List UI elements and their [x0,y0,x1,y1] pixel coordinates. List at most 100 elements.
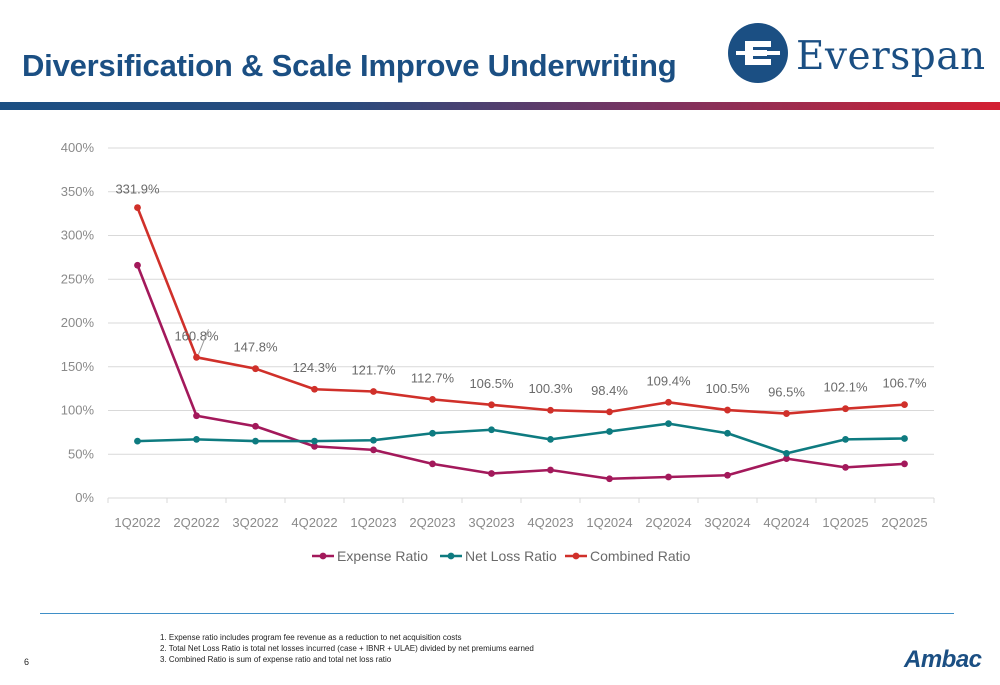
combined-ratio-data-label: 112.7% [411,370,455,385]
y-tick-label: 250% [61,271,95,286]
y-tick-label: 400% [61,140,95,155]
combined-ratio-point [429,395,436,403]
net-loss-ratio-legend-marker [447,552,455,560]
combined-ratio-data-label: 106.5% [469,376,514,391]
x-tick-label: 4Q2023 [527,515,573,530]
combined-ratio-point [193,353,200,361]
combined-ratio-data-label: 98.4% [591,383,628,398]
x-tick-label: 1Q2025 [822,515,868,530]
combined-ratio-legend-label: Combined Ratio [590,548,691,564]
page-number: 6 [24,657,30,667]
net-loss-ratio-point [606,428,613,435]
combined-ratio-data-label: 331.9% [115,182,160,197]
combined-ratio-point [842,405,849,413]
expense-ratio-legend-marker [319,552,327,560]
net-loss-ratio-legend-label: Net Loss Ratio [465,548,557,564]
combined-ratio-point [724,406,731,414]
x-tick-label: 3Q2024 [704,515,750,530]
net-loss-ratio-line [137,422,905,455]
expense-ratio-point [724,471,731,479]
x-tick-label: 4Q2022 [291,515,337,530]
combined-ratio-point [606,408,613,416]
net-loss-ratio-point [842,435,849,443]
expense-ratio-point [370,446,377,454]
expense-ratio-point [429,460,436,468]
combined-ratio-point [901,401,908,409]
combined-ratio-data-label: 102.1% [823,380,868,395]
combined-ratio-point [252,365,259,373]
net-loss-ratio-point [547,435,554,443]
expense-ratio-legend-label: Expense Ratio [337,548,428,564]
expense-ratio-point [665,473,672,481]
combined-ratio-point [547,406,554,414]
footnotes: 1. Expense ratio includes program fee re… [160,632,534,665]
expense-ratio-point [193,412,200,420]
net-loss-ratio-point [252,437,259,445]
y-tick-label: 100% [61,403,95,418]
y-tick-label: 200% [61,315,95,330]
combined-ratio-point [370,388,377,395]
combined-ratio-legend-marker [572,552,580,560]
net-loss-ratio-point [901,435,908,442]
expense-ratio-point [547,466,554,474]
combined-ratio-data-label: 109.4% [646,373,691,388]
y-tick-label: 350% [61,184,95,199]
y-tick-label: 300% [61,228,95,243]
x-tick-label: 2Q2025 [881,515,927,530]
combined-ratio-data-label: 100.5% [705,381,750,396]
expense-ratio-point [488,470,495,477]
expense-ratio-point [134,261,141,269]
expense-ratio-point [842,463,849,471]
expense-ratio-point [783,455,790,463]
expense-ratio-point [606,475,613,483]
net-loss-ratio-point [134,437,141,445]
net-loss-ratio-point [724,429,731,437]
x-tick-label: 2Q2023 [409,515,455,530]
combined-ratio-point [134,204,141,211]
footnote-3: 3. Combined Ratio is sum of expense rati… [160,655,392,664]
expense-ratio-point [252,422,259,430]
y-tick-label: 0% [75,490,94,505]
x-tick-label: 4Q2024 [763,515,809,530]
everspan-emblem-icon [728,23,788,83]
y-tick-label: 150% [61,359,95,374]
combined-ratio-data-label: 100.3% [528,381,573,396]
combined-ratio-point [311,385,318,393]
everspan-logo: Everspan [726,20,985,86]
x-tick-label: 1Q2024 [586,515,632,530]
expense-ratio-line [136,264,905,481]
combined-ratio-data-label: 124.3% [292,360,337,375]
combined-ratio-data-label: 147.8% [233,340,278,355]
x-tick-label: 2Q2024 [645,515,691,530]
ratio-line-chart: 0% 50% 100% 150% 200% 250% 300% 350% 400% 1Q2022 2… [61,140,935,564]
net-loss-ratio-point [370,436,377,444]
net-loss-ratio-point [193,435,200,443]
combined-ratio-line [136,207,905,415]
footer-divider [40,613,954,614]
combined-ratio-data-label: 121.7% [351,363,396,378]
combined-ratio-data-label: 96.5% [768,385,805,400]
footnote-2: 2. Total Net Loss Ratio is total net los… [160,644,534,653]
brand-gradient-bar [0,102,1000,110]
expense-ratio-point [901,460,908,468]
everspan-wordmark: Everspan [796,34,986,79]
x-tick-label: 2Q2022 [173,515,219,530]
expense-ratio-point [311,442,318,450]
footnote-1: 1. Expense ratio includes program fee re… [160,633,462,642]
x-tick-label: 3Q2022 [232,515,278,530]
net-loss-ratio-point [783,449,790,457]
x-tick-label: 1Q2023 [350,515,396,530]
x-tick-label: 3Q2023 [468,515,514,530]
combined-ratio-data-label: 106.7% [882,376,927,391]
combined-ratio-data-label: 160.8% [174,328,219,343]
y-tick-label: 50% [68,446,94,461]
net-loss-ratio-point [311,437,318,445]
net-loss-ratio-point [488,426,495,434]
net-loss-ratio-point [429,429,436,437]
page-title: Diversification & Scale Improve Underwri… [22,48,677,83]
x-tick-label: 1Q2022 [114,515,160,530]
combined-ratio-point [783,410,790,417]
combined-ratio-point [665,398,672,406]
combined-ratio-point [488,401,495,409]
net-loss-ratio-point [665,420,672,428]
